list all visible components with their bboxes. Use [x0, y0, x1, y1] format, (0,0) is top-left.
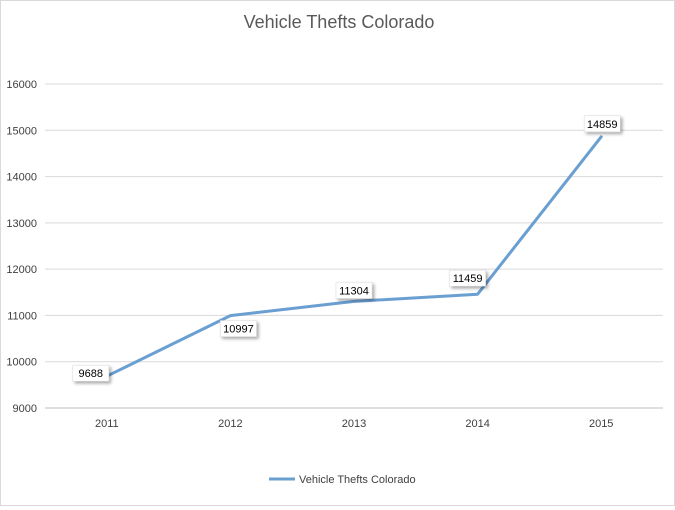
- y-tick-label: 14000: [6, 172, 37, 184]
- x-tick-label: 2014: [465, 418, 489, 430]
- y-tick-label: 13000: [6, 218, 37, 230]
- legend: Vehicle Thefts Colorado: [269, 474, 416, 486]
- data-label: 10997: [220, 321, 256, 337]
- chart-title: Vehicle Thefts Colorado: [244, 12, 435, 32]
- y-tick-label: 16000: [6, 79, 37, 91]
- data-label-text: 11459: [453, 273, 483, 285]
- series-line: [107, 137, 601, 376]
- y-tick-label: 15000: [6, 125, 37, 137]
- y-tick-label: 9000: [13, 403, 37, 415]
- y-tick-label: 10000: [6, 357, 37, 369]
- x-tick-label: 2011: [95, 418, 119, 430]
- y-axis-ticks: 9000 10000 11000 12000 13000 14000 15000 16000: [6, 79, 37, 415]
- legend-label: Vehicle Thefts Colorado: [299, 474, 416, 486]
- x-tick-label: 2012: [218, 418, 242, 430]
- data-label: 9688: [73, 365, 109, 381]
- data-label-text: 14859: [587, 119, 618, 131]
- series-layer: [107, 137, 602, 377]
- x-tick-label: 2013: [342, 418, 366, 430]
- y-tick-label: 12000: [6, 264, 37, 276]
- data-label: 14859: [584, 116, 620, 132]
- x-axis-ticks: 2011 2012 2013 2014 2015: [95, 418, 613, 430]
- x-tick-label: 2015: [589, 418, 613, 430]
- data-label: 11459: [450, 270, 486, 286]
- data-labels: 9688 10997 11304 11459 14859: [73, 116, 620, 381]
- y-tick-label: 11000: [7, 310, 37, 322]
- data-label-text: 9688: [79, 368, 103, 380]
- data-label-text: 10997: [223, 324, 254, 336]
- data-label: 11304: [336, 282, 372, 298]
- data-label-text: 11304: [339, 285, 369, 297]
